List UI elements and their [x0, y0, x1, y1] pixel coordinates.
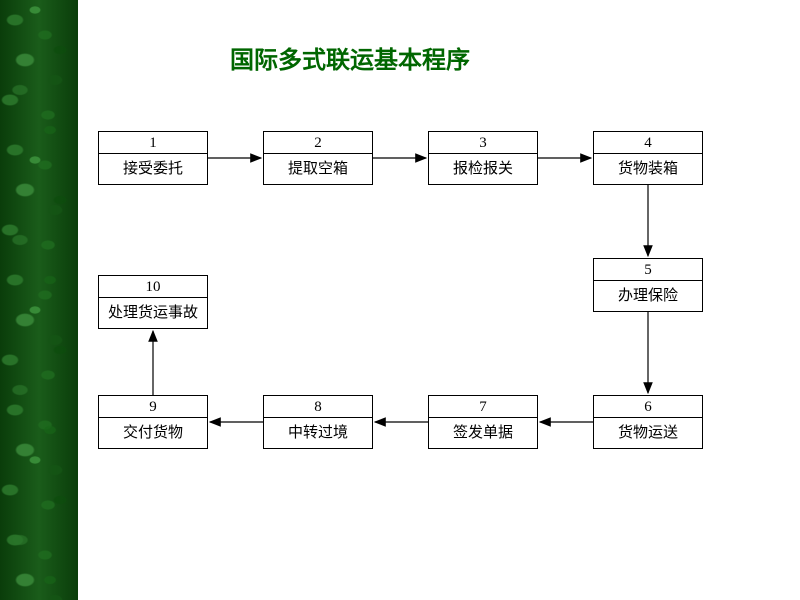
node-label: 货物装箱 [594, 154, 702, 184]
flowchart-node-n1: 1接受委托 [98, 131, 208, 185]
flowchart-node-n4: 4货物装箱 [593, 131, 703, 185]
node-label: 处理货运事故 [99, 298, 207, 328]
flowchart-node-n5: 5办理保险 [593, 258, 703, 312]
flowchart-node-n2: 2提取空箱 [263, 131, 373, 185]
node-label: 签发单据 [429, 418, 537, 448]
node-label: 接受委托 [99, 154, 207, 184]
flowchart-node-n7: 7签发单据 [428, 395, 538, 449]
node-number: 4 [594, 132, 702, 154]
node-number: 7 [429, 396, 537, 418]
flowchart-node-n3: 3报检报关 [428, 131, 538, 185]
node-label: 货物运送 [594, 418, 702, 448]
node-label: 交付货物 [99, 418, 207, 448]
node-label: 提取空箱 [264, 154, 372, 184]
node-label: 报检报关 [429, 154, 537, 184]
flowchart-node-n8: 8中转过境 [263, 395, 373, 449]
node-label: 办理保险 [594, 281, 702, 311]
flowchart-node-n6: 6货物运送 [593, 395, 703, 449]
flowchart-node-n9: 9交付货物 [98, 395, 208, 449]
node-label: 中转过境 [264, 418, 372, 448]
node-number: 1 [99, 132, 207, 154]
decorative-leaf-border [0, 0, 78, 600]
node-number: 2 [264, 132, 372, 154]
node-number: 9 [99, 396, 207, 418]
diagram-title: 国际多式联运基本程序 [230, 40, 470, 75]
node-number: 5 [594, 259, 702, 281]
node-number: 10 [99, 276, 207, 298]
node-number: 6 [594, 396, 702, 418]
node-number: 8 [264, 396, 372, 418]
node-number: 3 [429, 132, 537, 154]
flowchart-node-n10: 10处理货运事故 [98, 275, 208, 329]
